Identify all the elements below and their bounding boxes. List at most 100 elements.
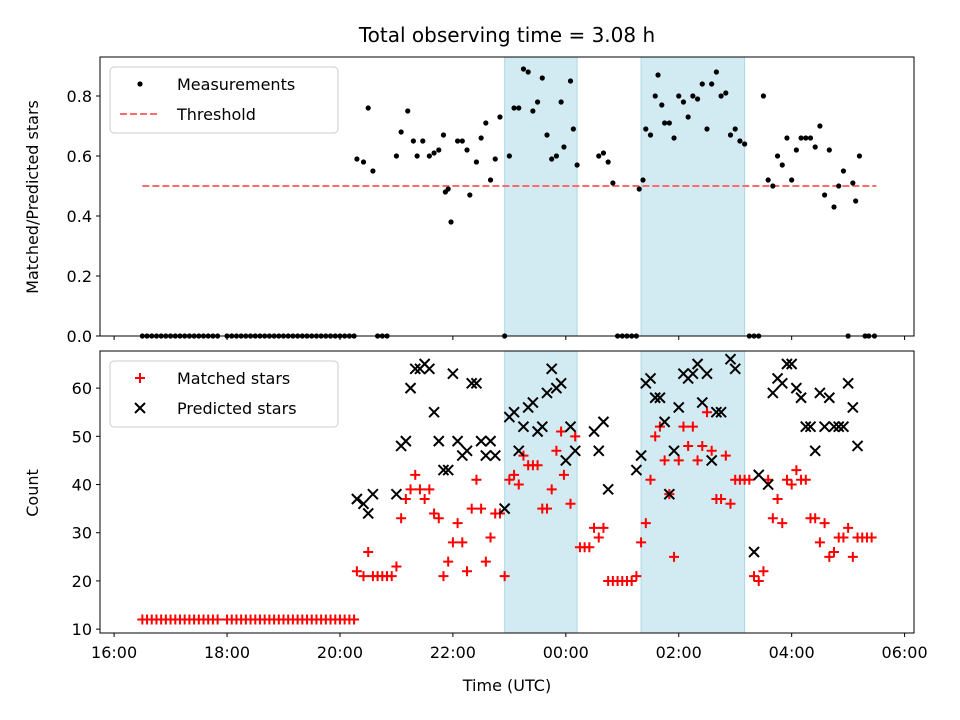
data-point — [762, 478, 774, 491]
data-point — [649, 392, 661, 404]
legend-marker — [135, 373, 145, 383]
data-point — [520, 66, 527, 72]
data-point — [473, 159, 480, 165]
data-point — [362, 507, 374, 520]
data-point — [706, 445, 717, 456]
data-point — [476, 503, 487, 514]
data-point — [647, 132, 654, 138]
data-point — [357, 498, 370, 510]
y-tick-label: 50 — [72, 427, 92, 446]
data-point — [671, 135, 677, 141]
data-point — [480, 449, 492, 462]
data-point — [819, 518, 830, 529]
data-point — [419, 493, 430, 504]
data-point — [772, 493, 783, 504]
data-point — [812, 144, 818, 150]
data-point — [532, 460, 543, 471]
data-point — [516, 105, 522, 111]
data-point — [593, 532, 604, 543]
data-point — [555, 377, 567, 390]
data-point — [696, 396, 708, 409]
data-point — [509, 469, 520, 480]
data-point — [793, 147, 799, 153]
data-point — [779, 162, 785, 168]
x-axis-label: Time (UTC) — [462, 676, 551, 695]
data-point — [414, 484, 425, 495]
data-point — [697, 440, 708, 451]
data-point — [781, 474, 792, 485]
data-point — [457, 537, 468, 548]
data-point — [725, 498, 736, 509]
y-tick-label: 20 — [72, 572, 92, 591]
data-point — [650, 431, 661, 442]
data-point — [666, 120, 672, 126]
data-point — [544, 132, 550, 138]
data-point — [467, 192, 473, 198]
data-point — [462, 566, 473, 577]
data-point — [410, 469, 421, 480]
data-point — [673, 455, 684, 466]
data-point — [517, 420, 530, 433]
data-point — [513, 479, 524, 490]
data-point — [426, 153, 432, 159]
data-point — [709, 81, 715, 87]
data-point — [814, 537, 825, 548]
legend: Matched stars Predicted stars — [109, 360, 339, 428]
data-point — [396, 513, 407, 524]
data-point — [705, 454, 718, 467]
data-point — [534, 99, 541, 105]
data-point — [786, 479, 797, 490]
data-point — [678, 421, 689, 432]
data-point — [704, 126, 710, 132]
data-point — [596, 153, 602, 159]
data-point — [549, 156, 555, 162]
data-point — [781, 358, 793, 370]
data-point — [640, 518, 651, 529]
data-point — [636, 186, 642, 192]
data-point — [539, 75, 545, 81]
data-point — [567, 78, 574, 84]
data-point — [367, 488, 379, 500]
legend-label: Measurements — [177, 75, 295, 94]
data-point — [687, 367, 699, 380]
data-point — [630, 464, 643, 476]
data-point — [363, 547, 374, 558]
data-point — [470, 377, 483, 390]
data-point — [828, 420, 840, 433]
legend-label: Matched stars — [177, 369, 290, 388]
x-tick-label: 16:00 — [91, 643, 137, 662]
data-point — [833, 420, 845, 433]
data-point — [497, 114, 503, 120]
panel-1: 0.0 0.2 0.4 0.6 0.8 Measurements Threshold — [67, 56, 915, 346]
data-point — [701, 407, 712, 418]
x-tick-label: 20:00 — [317, 643, 363, 662]
data-point — [753, 575, 764, 586]
data-point — [400, 435, 412, 447]
data-point — [683, 440, 694, 451]
data-point — [663, 488, 676, 500]
data-point — [699, 81, 705, 87]
data-point — [850, 180, 856, 186]
data-point — [485, 532, 496, 543]
data-point — [732, 126, 738, 132]
data-point — [386, 571, 397, 582]
data-point — [589, 522, 600, 533]
data-point — [405, 108, 411, 114]
data-point — [525, 69, 531, 75]
data-point — [445, 186, 451, 192]
data-point — [851, 440, 864, 452]
data-point — [692, 455, 703, 466]
data-point — [553, 153, 560, 159]
data-point — [824, 551, 835, 562]
data-point — [823, 392, 836, 404]
legend-box — [109, 66, 339, 134]
data-point — [451, 435, 464, 447]
data-point — [541, 387, 553, 399]
data-point — [800, 420, 812, 433]
data-point — [558, 469, 569, 480]
data-point — [817, 123, 823, 129]
data-point — [489, 449, 501, 462]
data-point — [843, 522, 854, 533]
data-point — [360, 159, 367, 165]
data-point — [710, 406, 723, 418]
